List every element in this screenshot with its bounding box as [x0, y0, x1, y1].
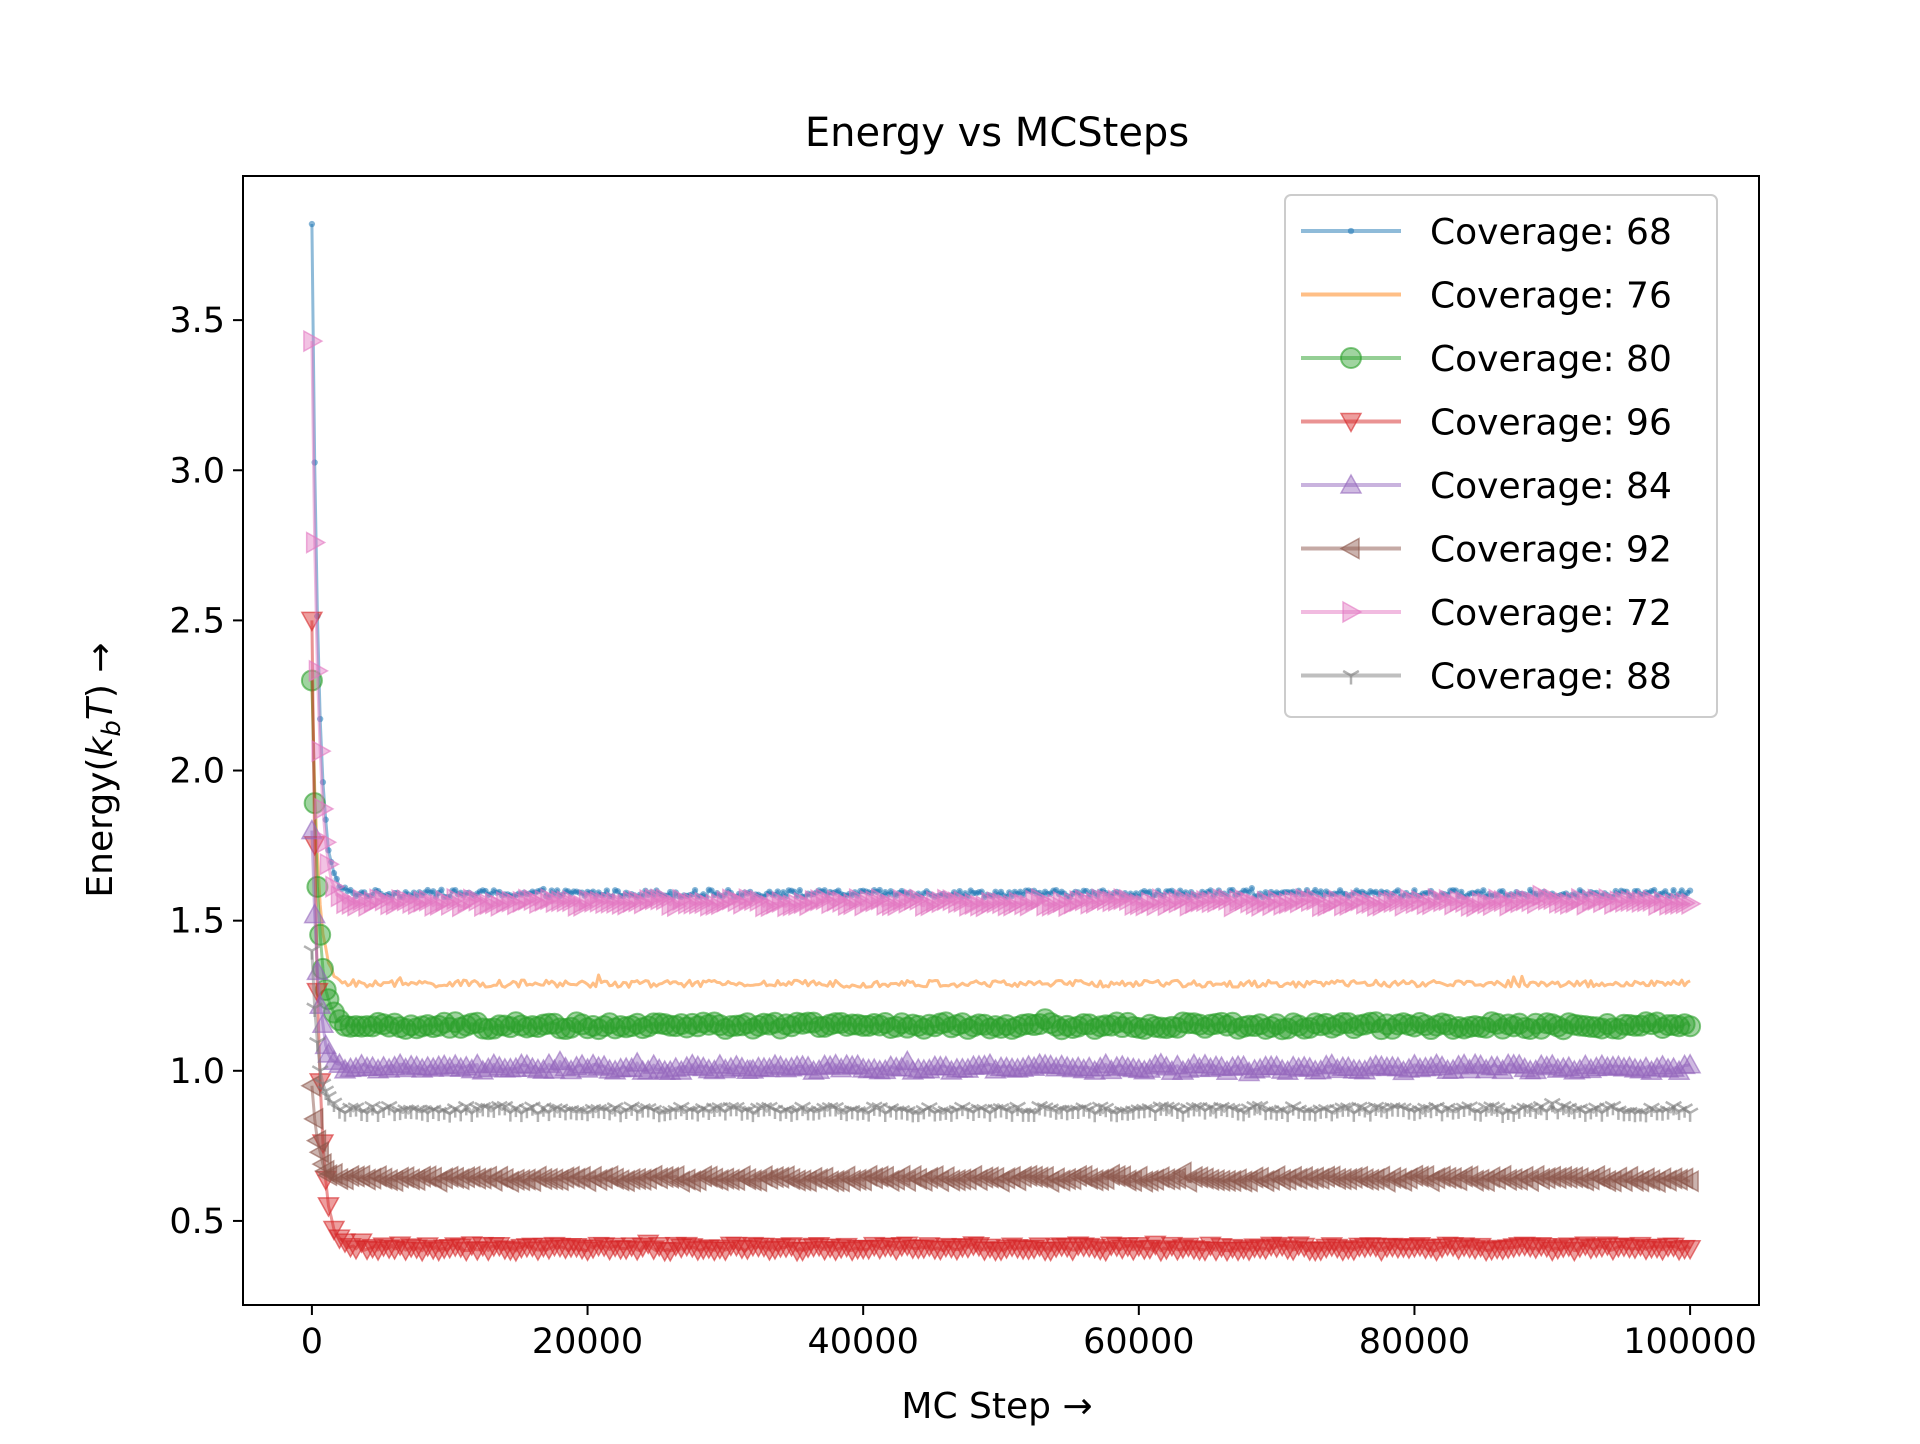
legend-label: Coverage: 72: [1430, 593, 1672, 634]
point-marker: [1262, 889, 1269, 896]
series-coverage-92: [300, 1074, 1699, 1194]
y-axis-label-sub: b: [97, 720, 127, 737]
circle-marker: [309, 923, 332, 946]
circle-marker: [1331, 1011, 1354, 1034]
point-marker: [821, 887, 828, 894]
y-tick-label: 1.5: [169, 902, 225, 942]
series-coverage-80: [300, 669, 1702, 1041]
circle-marker: [719, 1015, 742, 1038]
legend-label: Coverage: 92: [1430, 530, 1672, 571]
point-marker: [1499, 888, 1506, 895]
x-tick-label: 80000: [1359, 1322, 1470, 1362]
point-marker: [1317, 888, 1324, 895]
circle-marker: [797, 1011, 820, 1034]
point-marker: [438, 886, 445, 893]
point-marker: [1651, 886, 1658, 894]
point-marker: [1248, 885, 1255, 892]
triangle-down-marker: [317, 1197, 340, 1218]
legend-box: [1284, 194, 1718, 718]
circle-marker: [1359, 1011, 1382, 1034]
triangle-right-marker: [1681, 892, 1702, 916]
circle-marker: [659, 1014, 682, 1037]
x-axis: 0 20000 40000 60000 80000 100000: [301, 1305, 1757, 1362]
legend-label: Coverage: 76: [1430, 276, 1672, 317]
point-marker: [333, 875, 340, 883]
point-marker: [1678, 887, 1685, 894]
circle-marker: [841, 1013, 864, 1036]
circle-marker: [1679, 1015, 1702, 1038]
y-axis: 0.5 1.0 1.5 2.0 2.5 3.0 3.5: [169, 301, 243, 1242]
point-marker: [1480, 887, 1487, 894]
point-marker: [330, 869, 338, 877]
plot-area: [242, 175, 1760, 1306]
y-tick-label: 1.0: [169, 1052, 225, 1092]
series-line: [310, 1085, 1691, 1184]
series-coverage-76: [310, 680, 1691, 989]
x-tick-label: 60000: [1083, 1322, 1194, 1362]
x-tick-label: 100000: [1623, 1322, 1757, 1362]
point-marker: [603, 887, 610, 894]
y-tick-label: 3.0: [169, 451, 225, 491]
y-axis-label-suffix: ) →: [80, 642, 121, 698]
x-tick-label: 20000: [532, 1322, 643, 1362]
point-marker: [1083, 887, 1090, 895]
legend-label: Coverage: 96: [1430, 403, 1672, 444]
legend-label: Coverage: 84: [1430, 466, 1672, 507]
point-marker: [1347, 227, 1355, 235]
series-line: [310, 680, 1691, 989]
point-marker: [308, 220, 316, 228]
legend-label: Coverage: 88: [1430, 657, 1672, 698]
circle-marker: [350, 1015, 373, 1038]
point-marker: [691, 886, 699, 894]
y-tick-label: 2.0: [169, 752, 225, 792]
point-marker: [430, 888, 437, 895]
circle-marker: [1072, 1013, 1095, 1036]
chart-title: Energy vs MCSteps: [805, 110, 1189, 156]
triangle-left-marker: [300, 1074, 321, 1098]
legend-label: Coverage: 80: [1430, 339, 1672, 380]
point-marker: [708, 887, 715, 894]
series-line: [310, 680, 1692, 1031]
point-marker: [667, 888, 674, 896]
circle-marker: [1340, 347, 1362, 369]
x-tick-label: 0: [301, 1322, 323, 1362]
point-marker: [1394, 887, 1402, 894]
y-tick-label: 0.5: [169, 1202, 225, 1242]
circle-marker: [1238, 1014, 1261, 1037]
y-tick-label: 3.5: [169, 301, 225, 341]
circle-marker: [537, 1012, 560, 1035]
point-marker: [796, 887, 803, 894]
circle-marker: [306, 875, 329, 898]
point-marker: [956, 887, 963, 895]
point-marker: [1686, 887, 1694, 894]
y-tick-label: 2.5: [169, 601, 225, 641]
axes-frame: [242, 175, 1760, 1306]
legend: Coverage: 68 Coverage: 76 Coverage: 80 Cove…: [1284, 194, 1718, 718]
point-marker: [1670, 886, 1677, 894]
x-axis-label: MC Step →: [901, 1386, 1092, 1427]
y-axis-label: Energy(kbT) →: [80, 642, 127, 897]
y-axis-label-var: k: [80, 734, 121, 757]
series-coverage-84: [300, 819, 1702, 1082]
circle-marker: [642, 1012, 665, 1035]
y-axis-label-prefix: Energy(: [80, 757, 121, 897]
circle-marker: [345, 1015, 368, 1038]
circle-marker: [1177, 1012, 1200, 1035]
point-marker: [876, 886, 883, 894]
x-tick-label: 40000: [808, 1322, 919, 1362]
legend-label: Coverage: 68: [1430, 212, 1672, 253]
point-marker: [614, 888, 622, 895]
